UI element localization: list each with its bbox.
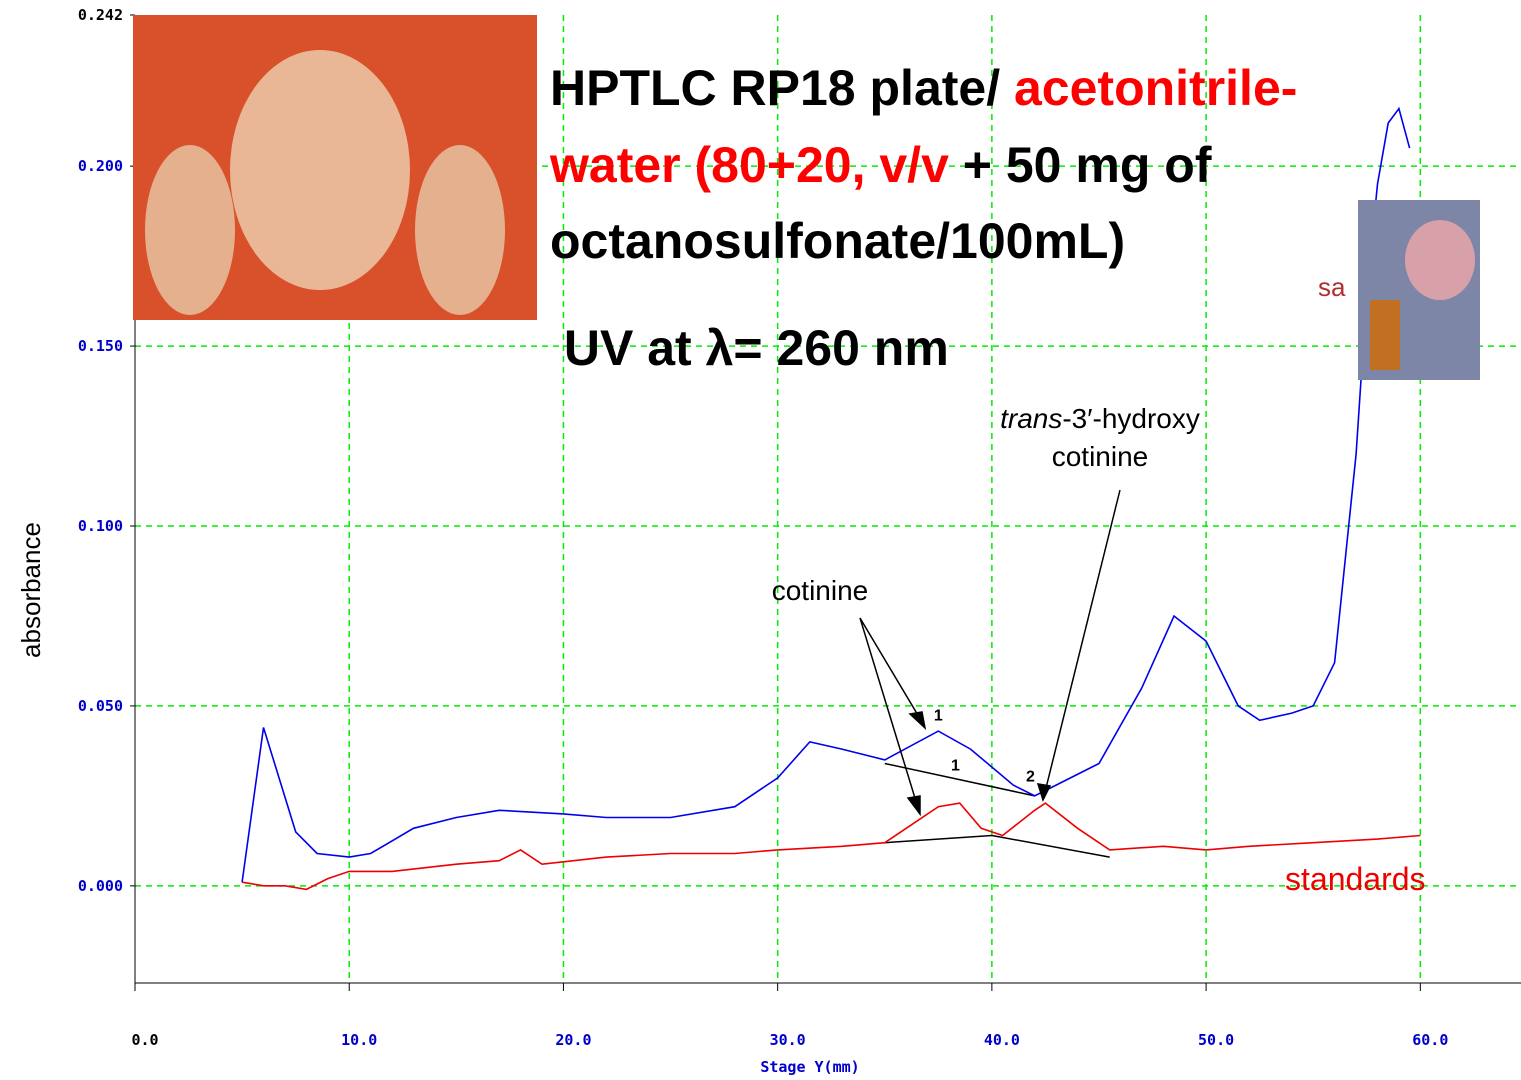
y-tick-label: 0.100 [78, 517, 123, 535]
x-tick-label: 0.0 [131, 1031, 158, 1049]
headline-text: octanosulfonate/100mL) [550, 213, 1125, 269]
arrowhead [906, 795, 921, 817]
annotation: trans-3′-hydroxy [1000, 403, 1200, 434]
x-tick-label: 50.0 [1198, 1031, 1234, 1049]
x-tick-label: 40.0 [984, 1031, 1020, 1049]
y-tick-label: 0.242 [78, 6, 123, 24]
arrow [859, 617, 919, 809]
peak-label: 1 [934, 707, 943, 724]
y-axis-label: absorbance [16, 522, 46, 658]
y-tick-label: 0.200 [78, 157, 123, 175]
photo-hand [415, 145, 505, 315]
arrow [1044, 489, 1121, 793]
line [241, 802, 1421, 891]
annotation: cotinine [772, 575, 869, 606]
annotation: trans [1000, 403, 1062, 434]
headline-line: water (80+20, v/v + 50 mg of [549, 137, 1212, 193]
headline: HPTLC RP18 plate/ acetonitrile-water (80… [549, 60, 1297, 376]
x-tick-label: 60.0 [1412, 1031, 1448, 1049]
x-tick-label: 20.0 [555, 1031, 591, 1049]
y-tick-label: 0.050 [78, 697, 123, 715]
headline-text: + 50 mg of [949, 137, 1212, 193]
photo-bottle [1370, 300, 1400, 370]
legend-entry: standards [1285, 861, 1426, 897]
grid [130, 14, 1521, 991]
y-tick-label: 0.150 [78, 337, 123, 355]
peak-label: 2 [1026, 768, 1035, 785]
baseline [884, 762, 1035, 797]
annotation: -3′-hydroxy [1062, 403, 1200, 434]
headline-text: UV at λ= 260 nm [550, 320, 949, 376]
marks [241, 106, 1421, 891]
photo [133, 15, 537, 320]
baseline [884, 834, 1110, 858]
photo-hand [145, 145, 235, 315]
y-tick-label: 0.000 [78, 877, 123, 895]
headline-text: HPTLC RP18 plate/ [550, 60, 1014, 116]
peak-label: 1 [951, 758, 960, 775]
photo [1358, 200, 1480, 380]
line [241, 106, 1411, 883]
headline-line: HPTLC RP18 plate/ acetonitrile- [550, 60, 1297, 116]
headline-line: UV at λ= 260 nm [550, 320, 949, 376]
headline-text: acetonitrile- [1014, 60, 1297, 116]
arrowhead [908, 711, 927, 731]
x-tick-label: 30.0 [770, 1031, 806, 1049]
arrow [859, 617, 923, 723]
legend-entry: sa [1318, 272, 1346, 302]
arrows [859, 489, 1121, 817]
headline-line: octanosulfonate/100mL) [550, 213, 1125, 269]
photo-hand [1405, 220, 1475, 300]
x-axis-label: Stage Y(mm) [760, 1058, 859, 1076]
headline-text: water (80+20, v/v [549, 137, 949, 193]
annotation: cotinine [1052, 441, 1149, 472]
photo-face [230, 50, 410, 290]
arrowhead [1036, 783, 1052, 802]
x-tick-label: 10.0 [341, 1031, 377, 1049]
